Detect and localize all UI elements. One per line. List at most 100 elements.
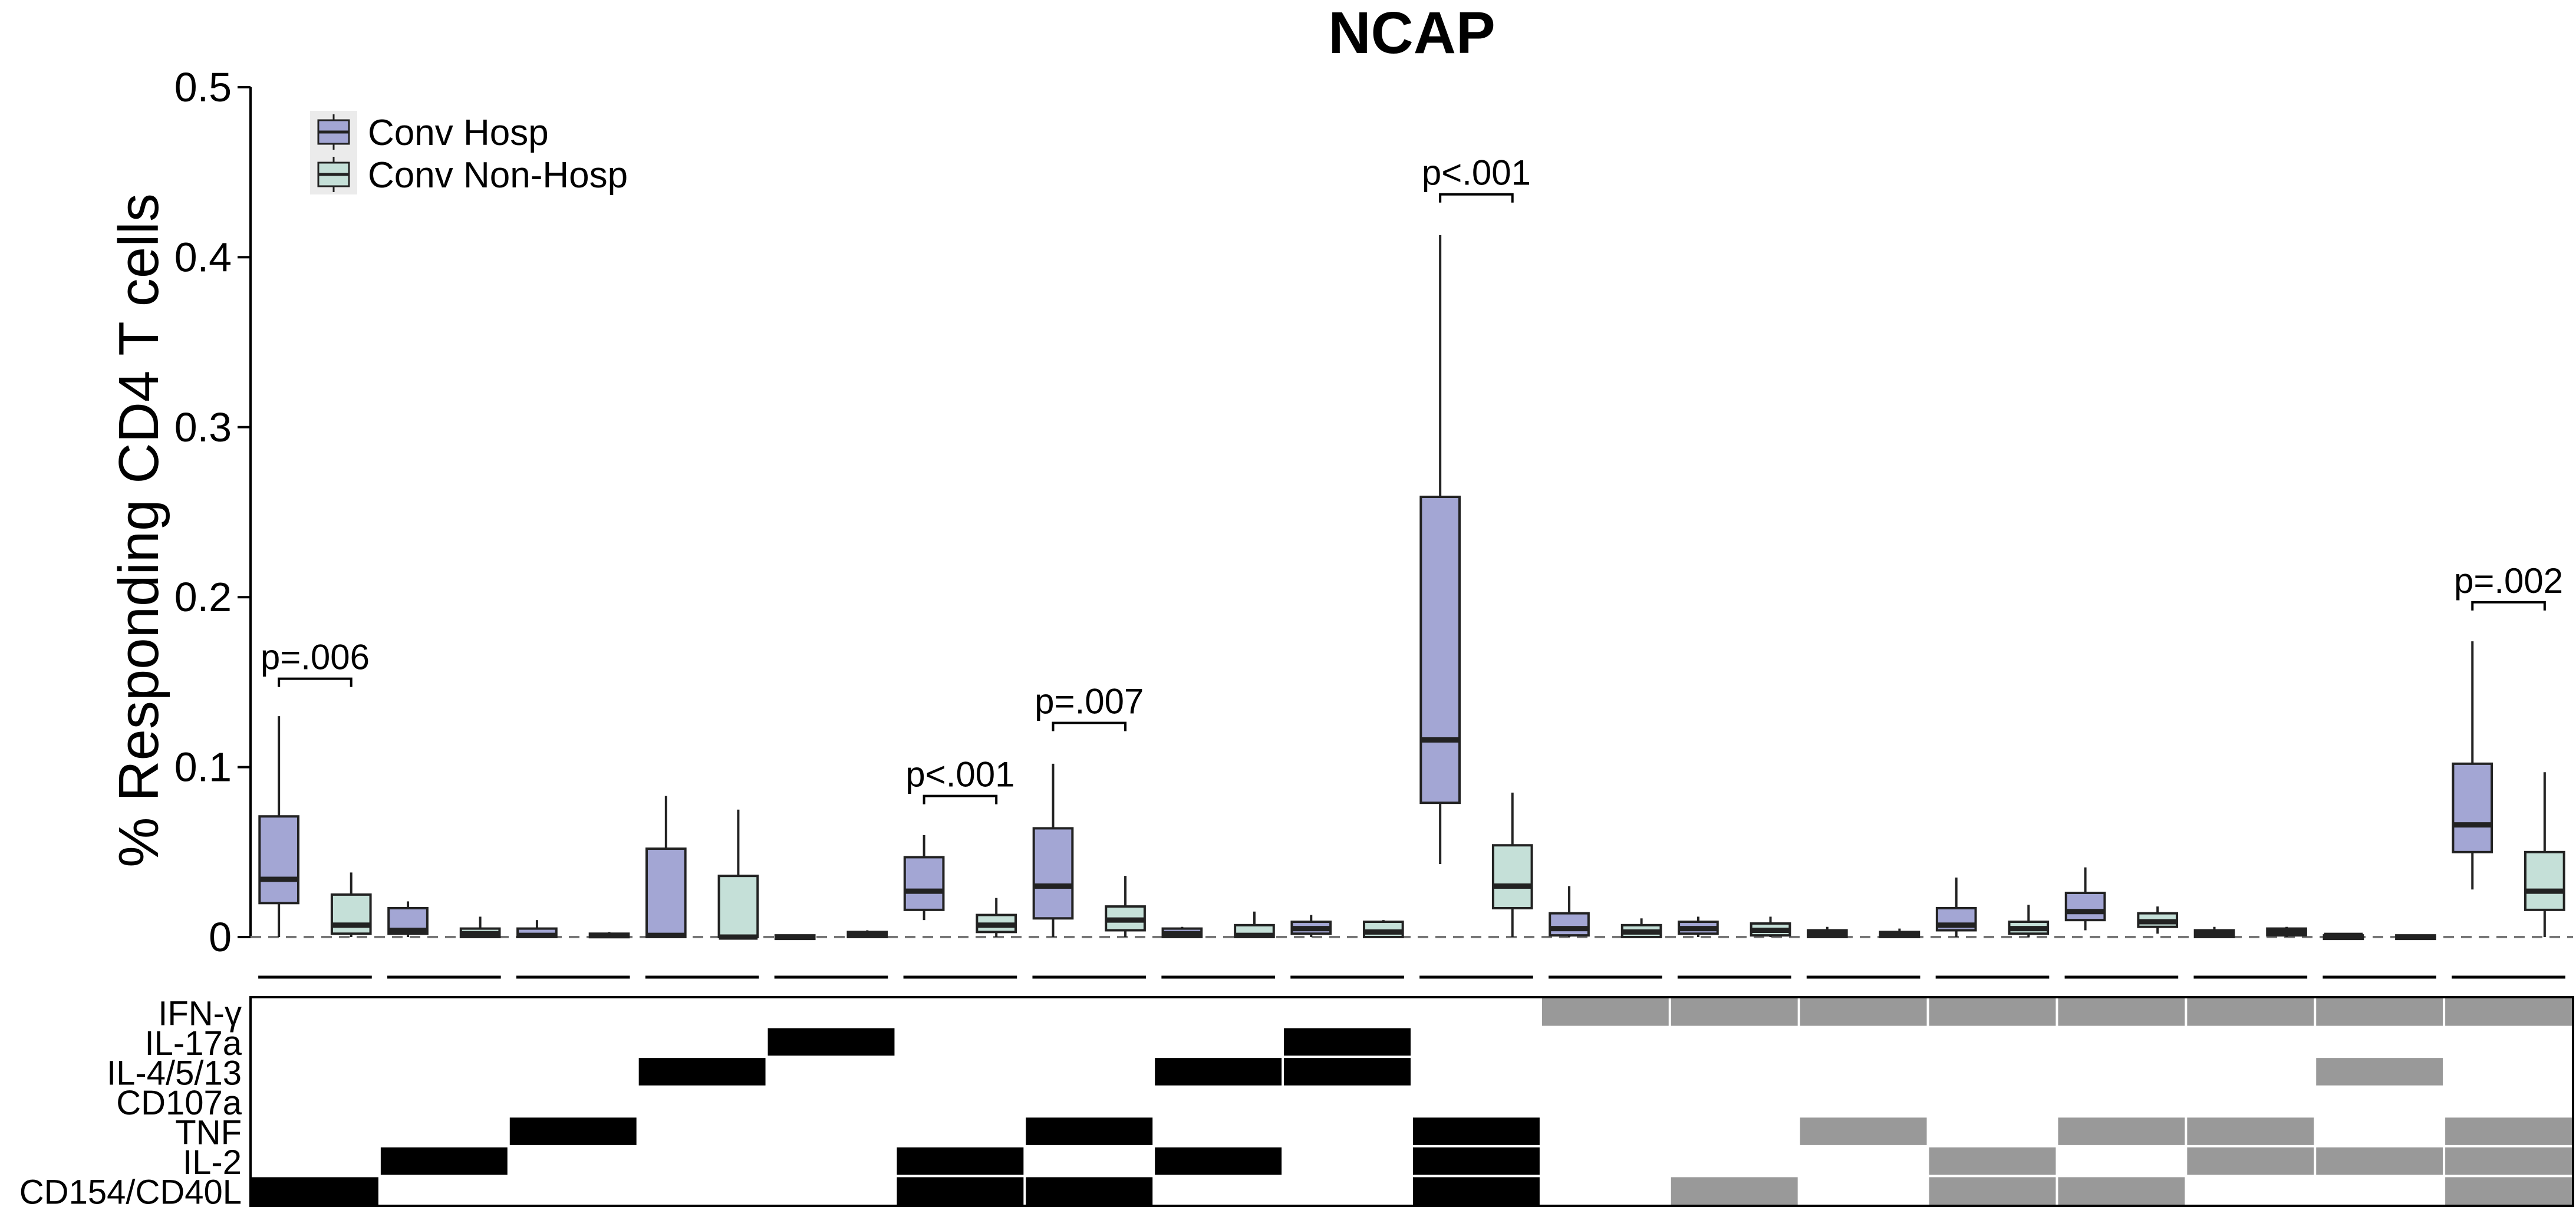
legend-label: Conv Non-Hosp bbox=[368, 155, 628, 196]
matrix-cell bbox=[509, 1117, 637, 1145]
matrix-cell bbox=[1284, 1058, 1411, 1086]
matrix-cell bbox=[1800, 998, 1927, 1026]
box bbox=[903, 856, 945, 911]
matrix-cell bbox=[1929, 998, 2056, 1026]
p-value-label: p<.001 bbox=[1422, 153, 1531, 193]
box bbox=[1491, 844, 1533, 909]
box-plot bbox=[903, 835, 945, 921]
matrix-cell bbox=[1671, 998, 1798, 1026]
y-axis: 0 0.1 0.2 0.3 0.4 0.5 bbox=[174, 64, 252, 960]
box-plot bbox=[1105, 876, 1146, 937]
matrix-row-label: IL-17a bbox=[145, 1024, 242, 1063]
box bbox=[1032, 827, 1074, 920]
significance-annotations: p=.006 p<.001 p=.007 p<.001 p=.002 bbox=[261, 153, 2563, 804]
box-plot bbox=[2395, 934, 2436, 941]
matrix-cell bbox=[2187, 1147, 2314, 1175]
matrix-cell bbox=[1026, 1177, 1153, 1205]
box-plot bbox=[387, 901, 429, 937]
y-tick-label: 0.4 bbox=[174, 234, 232, 280]
box-plot bbox=[976, 898, 1017, 937]
matrix-cell bbox=[2187, 1117, 2314, 1145]
p-value-label: p=.007 bbox=[1035, 682, 1144, 721]
matrix-cell bbox=[252, 1177, 378, 1205]
matrix-cell bbox=[2445, 1117, 2572, 1145]
matrix-cell bbox=[2316, 1058, 2443, 1086]
matrix-cell bbox=[1155, 1058, 1282, 1086]
matrix-cell bbox=[2445, 998, 2572, 1026]
box-plot bbox=[1879, 928, 1921, 939]
box-plot bbox=[1290, 915, 1332, 937]
legend-label: Conv Hosp bbox=[368, 113, 549, 153]
matrix-cell bbox=[1541, 998, 1669, 1026]
box-plot bbox=[1549, 886, 1590, 937]
matrix-row-label: IFN-γ bbox=[158, 994, 242, 1033]
y-tick-label: 0 bbox=[209, 914, 232, 960]
box bbox=[717, 875, 759, 939]
box bbox=[645, 847, 687, 938]
significance-bracket bbox=[278, 677, 353, 687]
box-plot bbox=[846, 930, 888, 939]
matrix-cell bbox=[1155, 1147, 1282, 1175]
box-plot bbox=[2524, 772, 2565, 937]
matrix-cell bbox=[897, 1177, 1024, 1205]
box-plot bbox=[1032, 763, 1074, 937]
matrix-cell bbox=[2445, 1147, 2572, 1175]
matrix-row-label: CD107a bbox=[116, 1084, 242, 1122]
matrix-cell bbox=[2316, 1147, 2443, 1175]
matrix-row-label: CD154/CD40L bbox=[19, 1173, 242, 1207]
y-tick-label: 0.1 bbox=[174, 744, 232, 790]
box-plot bbox=[774, 934, 816, 941]
matrix-row-label: IL-2 bbox=[183, 1143, 242, 1182]
box-plot bbox=[588, 932, 630, 939]
box-plot bbox=[1678, 916, 1719, 937]
box-plot bbox=[2323, 932, 2364, 941]
matrix-row-label: IL-4/5/13 bbox=[107, 1054, 242, 1092]
box-plot bbox=[330, 872, 372, 937]
matrix-frame bbox=[249, 996, 2574, 1207]
significance-bracket bbox=[1439, 193, 1514, 203]
chart-title: NCAP bbox=[1328, 0, 1495, 66]
matrix-cell bbox=[1929, 1147, 2056, 1175]
significance-bracket bbox=[2471, 601, 2546, 611]
box-plot bbox=[1750, 916, 1791, 937]
box-plot bbox=[516, 920, 558, 938]
box-plot bbox=[2193, 926, 2235, 938]
box-plot bbox=[1419, 235, 1461, 864]
box bbox=[2064, 892, 2106, 922]
matrix-cell bbox=[380, 1147, 508, 1175]
box-plot bbox=[2266, 926, 2307, 937]
box-plot bbox=[1935, 878, 1977, 937]
matrix-cell bbox=[897, 1147, 1024, 1175]
matrix-cell bbox=[767, 1028, 895, 1056]
box-plot bbox=[2008, 905, 2050, 937]
box-plot bbox=[2452, 641, 2493, 890]
p-value-label: p<.001 bbox=[905, 755, 1014, 794]
box-plot bbox=[1363, 920, 1404, 938]
matrix-cell bbox=[1413, 1177, 1540, 1205]
box-plot bbox=[645, 796, 687, 938]
box-plot bbox=[717, 809, 759, 940]
box bbox=[258, 815, 299, 905]
matrix-cell bbox=[2058, 1177, 2185, 1205]
y-tick-label: 0.5 bbox=[174, 64, 232, 110]
box-plots bbox=[258, 235, 2565, 941]
box-plot bbox=[1234, 911, 1275, 939]
matrix-cell bbox=[1026, 1117, 1153, 1145]
matrix-cell bbox=[2058, 998, 2185, 1026]
p-value-label: p=.006 bbox=[261, 638, 370, 677]
p-value-label: p=.002 bbox=[2454, 561, 2563, 601]
matrix-cell bbox=[1284, 1028, 1411, 1056]
box-plot bbox=[1620, 918, 1662, 939]
box-plot bbox=[1161, 926, 1203, 938]
matrix-cell bbox=[1671, 1177, 1798, 1205]
matrix-row-label: TNF bbox=[175, 1114, 242, 1152]
matrix-cell bbox=[2058, 1117, 2185, 1145]
box bbox=[2452, 762, 2493, 853]
significance-bracket bbox=[1052, 721, 1127, 731]
y-axis-label: % Responding CD4 T cells bbox=[107, 193, 170, 868]
box-plot bbox=[1491, 792, 1533, 937]
box bbox=[1549, 912, 1590, 937]
y-tick-label: 0.3 bbox=[174, 404, 232, 450]
